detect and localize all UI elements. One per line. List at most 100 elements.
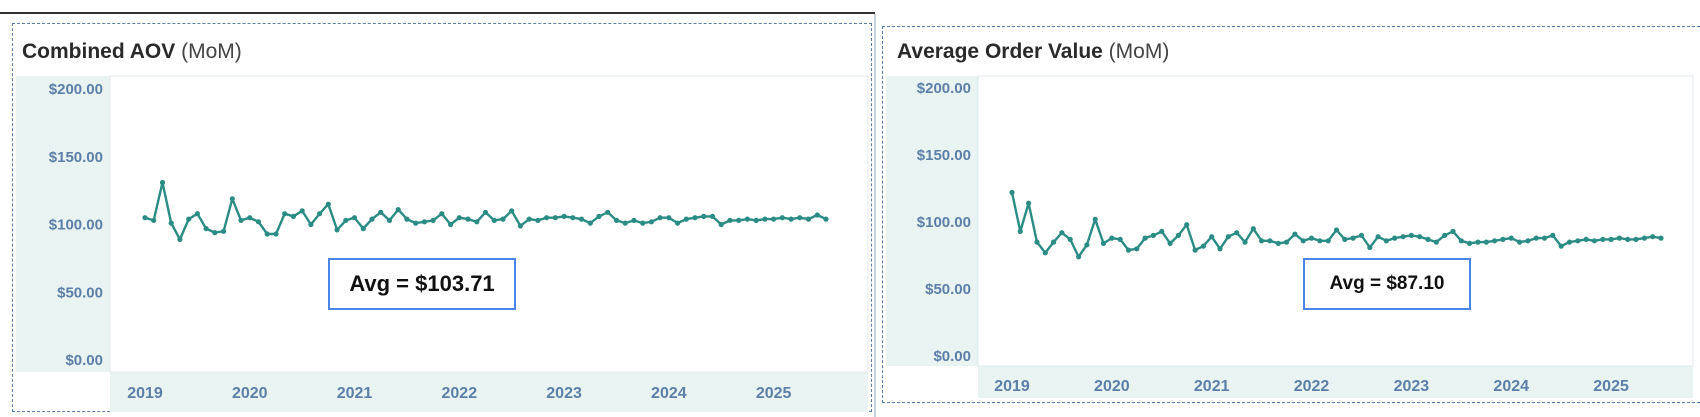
average-order-value-data-point xyxy=(1616,235,1622,241)
average-order-value-data-point xyxy=(1142,235,1148,241)
combined-aov-x-tick-label: 2019 xyxy=(127,385,163,402)
average-order-value-data-point xyxy=(1500,236,1506,242)
combined-aov-plot-area xyxy=(109,75,869,373)
combined-aov-data-point xyxy=(273,231,279,237)
combined-aov-data-point xyxy=(203,226,209,232)
average-order-value-data-point xyxy=(1067,236,1073,242)
average-order-value-data-point xyxy=(1134,246,1140,252)
average-order-value-data-point xyxy=(1175,232,1181,238)
average-order-value-data-point xyxy=(1492,238,1498,244)
average-order-value-data-point xyxy=(1392,235,1398,241)
combined-aov-data-point xyxy=(247,215,253,221)
combined-aov-y-tick-label: $50.00 xyxy=(57,284,103,301)
combined-aov-x-tick-label: 2024 xyxy=(651,385,687,402)
combined-aov-data-point xyxy=(482,209,489,215)
combined-aov-data-point xyxy=(675,220,681,226)
average-order-value-data-point xyxy=(1009,189,1015,196)
average-order-value-data-point xyxy=(1425,236,1431,242)
average-order-value-data-point xyxy=(1550,232,1556,238)
average-order-value-data-point xyxy=(1583,236,1589,242)
average-order-value-data-point xyxy=(1400,234,1406,240)
combined-aov-data-point xyxy=(299,208,305,214)
combined-aov-data-point xyxy=(788,216,794,222)
combined-aov-data-point xyxy=(648,219,655,225)
combined-aov-data-point xyxy=(500,216,506,222)
average-order-value-x-tick-label: 2021 xyxy=(1194,378,1230,395)
combined-aov-data-point xyxy=(596,213,602,219)
average-order-value-data-point xyxy=(1342,236,1348,242)
average-order-value-data-point xyxy=(1051,239,1057,245)
average-order-value-data-point xyxy=(1591,238,1597,244)
average-order-value-data-point xyxy=(1242,239,1248,245)
average-order-value-data-point xyxy=(1533,235,1539,241)
average-order-value-data-point xyxy=(1442,232,1448,238)
average-order-value-data-point xyxy=(1167,240,1173,246)
average-order-value-data-point xyxy=(1026,200,1032,206)
combined-aov-data-point xyxy=(613,217,620,223)
average-order-value-data-point xyxy=(1317,238,1323,244)
average-order-value-data-point xyxy=(1308,235,1315,241)
combined-aov-data-point xyxy=(509,208,515,214)
average-order-value-chart: $0.00 $50.00 $100.00 $150.00 $200.00 2019 2020… xyxy=(886,75,1694,398)
average-order-value-data-point xyxy=(1059,230,1065,236)
combined-aov-data-point xyxy=(343,217,349,223)
average-order-value-data-point xyxy=(1267,238,1273,244)
top-border xyxy=(0,12,875,14)
combined-aov-data-point xyxy=(430,217,436,223)
average-order-value-data-point xyxy=(1117,236,1123,242)
average-order-value-data-point xyxy=(1483,239,1489,245)
average-order-value-y-tick-label: $150.00 xyxy=(917,147,971,164)
combined-aov-title: Combined AOV (MoM) xyxy=(22,40,242,64)
average-order-value-data-point xyxy=(1575,238,1581,244)
average-order-value-data-point xyxy=(1159,228,1165,234)
average-order-value-data-point xyxy=(1192,247,1198,253)
combined-aov-data-point xyxy=(491,217,497,223)
average-order-value-x-axis-band xyxy=(978,366,1693,398)
average-order-value-data-point xyxy=(1467,240,1473,246)
average-order-value-data-point xyxy=(1333,227,1340,233)
combined-aov-data-point xyxy=(718,221,724,228)
average-order-value-data-point xyxy=(1541,235,1548,241)
average-order-value-plot-area xyxy=(977,75,1694,367)
combined-aov-data-point xyxy=(404,216,410,222)
average-order-value-data-point xyxy=(1200,243,1206,249)
average-order-value-x-tick-label: 2022 xyxy=(1294,378,1330,395)
combined-aov-data-point xyxy=(378,209,384,215)
combined-aov-data-point xyxy=(395,207,401,213)
combined-aov-data-point xyxy=(517,223,524,229)
average-order-value-data-point xyxy=(1092,216,1098,222)
combined-aov-data-point xyxy=(177,236,183,242)
average-order-value-data-point xyxy=(1275,240,1281,246)
combined-aov-data-point xyxy=(282,211,288,217)
combined-aov-data-point xyxy=(448,221,454,228)
average-order-value-data-point xyxy=(1217,246,1223,252)
combined-aov-y-tick-label: $100.00 xyxy=(49,217,103,234)
average-order-value-x-tick-label: 2024 xyxy=(1493,378,1529,395)
combined-aov-data-point xyxy=(317,211,323,217)
average-order-value-data-point xyxy=(1259,238,1265,244)
combined-aov-data-point xyxy=(805,216,812,222)
combined-aov-data-point xyxy=(290,213,296,219)
average-order-value-data-point xyxy=(1650,234,1656,240)
combined-aov-data-point xyxy=(657,215,663,221)
combined-aov-data-point xyxy=(360,226,366,232)
combined-aov-data-point xyxy=(264,231,270,237)
combined-aov-y-tick-label: $150.00 xyxy=(49,149,103,166)
average-order-value-data-point xyxy=(1250,226,1256,232)
combined-aov-x-tick-label: 2020 xyxy=(232,385,268,402)
average-order-value-data-point xyxy=(1100,240,1107,246)
average-order-value-data-point xyxy=(1641,235,1647,241)
combined-aov-data-point xyxy=(552,215,558,221)
average-order-value-x-tick-label: 2025 xyxy=(1593,378,1629,395)
average-order-value-data-point xyxy=(1625,236,1631,242)
combined-aov-data-point xyxy=(439,211,445,217)
average-order-value-data-point xyxy=(1034,239,1040,245)
average-order-value-data-point xyxy=(1292,231,1298,237)
combined-aov-x-tick-label: 2021 xyxy=(337,385,373,402)
average-order-value-data-point xyxy=(1225,234,1231,240)
combined-aov-y-tick-label: $0.00 xyxy=(65,352,103,369)
average-order-value-data-point xyxy=(1508,235,1514,241)
combined-aov-data-point xyxy=(814,212,820,218)
average-order-value-data-point xyxy=(1450,228,1456,234)
combined-aov-data-point xyxy=(578,216,585,222)
